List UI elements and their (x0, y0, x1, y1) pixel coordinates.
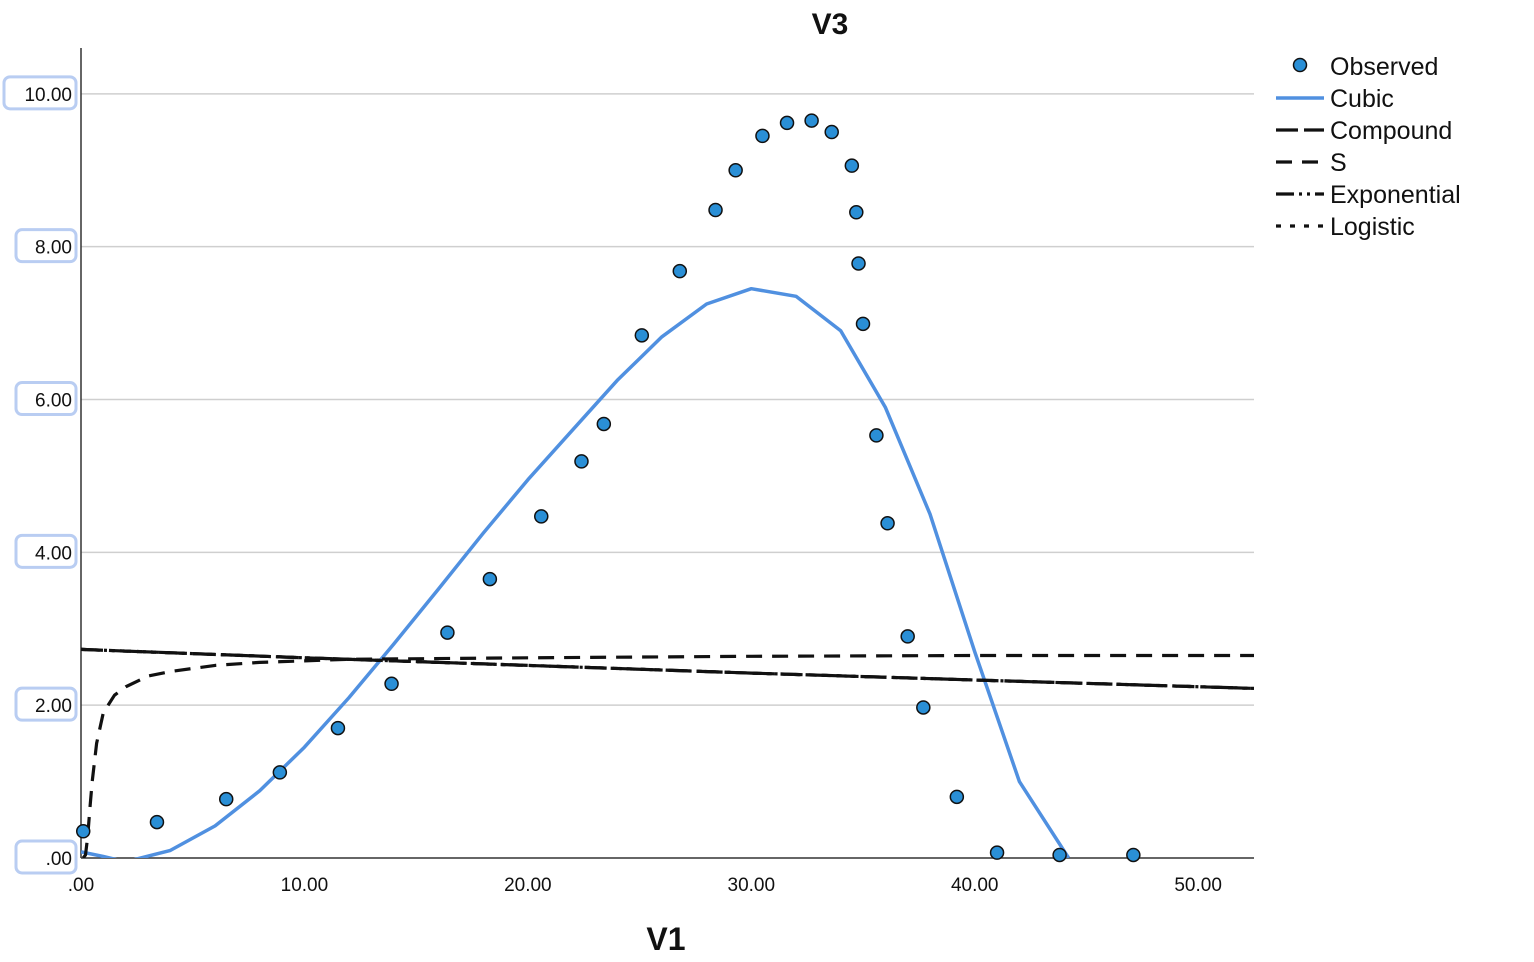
observed-point (824, 124, 839, 140)
observed-point (728, 163, 743, 178)
observed-point (440, 625, 455, 640)
legend-label-logistic: Logistic (1330, 213, 1415, 241)
observed-points (75, 113, 1141, 863)
observed-point (1052, 847, 1067, 863)
y-tick-box (14, 228, 78, 264)
y-tick-box (14, 686, 78, 722)
legend-label-compound: Compound (1330, 117, 1452, 145)
legend-label-exponential: Exponential (1330, 181, 1461, 209)
fit-lines (81, 286, 1254, 858)
y-tick-label: 10.00 (24, 85, 72, 106)
y-tick-box (14, 533, 78, 569)
x-tick-label: 40.00 (951, 875, 999, 896)
y-tick-label: 8.00 (35, 238, 72, 259)
chart-title: V3 (812, 8, 849, 41)
observed-point (330, 720, 346, 736)
y-tick-box (2, 75, 78, 111)
observed-point (880, 516, 895, 531)
observed-point (844, 158, 860, 173)
observed-point (218, 791, 234, 807)
axes (80, 48, 1254, 859)
observed-point (482, 571, 498, 587)
observed-point (149, 814, 165, 830)
legend-marker-observed (1292, 57, 1308, 73)
x-tick-label: 50.00 (1174, 875, 1222, 896)
observed-point (755, 128, 770, 144)
series-line-s (81, 653, 1254, 858)
x-tick-label: 20.00 (504, 875, 552, 896)
observed-point (869, 428, 884, 443)
legend-label-s: S (1330, 149, 1347, 177)
gridlines (81, 93, 1254, 706)
x-axis-label: V1 (646, 921, 685, 957)
legend-label-observed: Observed (1330, 53, 1438, 81)
observed-point (1126, 847, 1141, 863)
observed-point (384, 676, 399, 692)
series-line-cubic (81, 286, 1071, 858)
observed-point (708, 202, 723, 218)
y-tick-box (14, 381, 78, 417)
x-tick-label: 10.00 (281, 875, 329, 896)
y-tick-label: .00 (46, 849, 72, 870)
y-tick-label: 2.00 (35, 696, 72, 717)
y-tick-box (14, 839, 78, 875)
legend-label-cubic: Cubic (1330, 85, 1394, 113)
observed-point (949, 789, 965, 805)
observed-point (804, 113, 819, 128)
observed-point (855, 316, 871, 332)
observed-point (989, 845, 1005, 860)
observed-point (574, 454, 589, 469)
legend: Observed Cubic Compound S Exponential Logisti… (1276, 53, 1461, 241)
x-tick-label: 30.00 (728, 875, 776, 896)
observed-point (900, 629, 915, 644)
observed-point (849, 205, 864, 220)
y-tick-label: 6.00 (35, 391, 72, 412)
y-tick-label: 4.00 (35, 543, 72, 564)
observed-point (672, 263, 688, 279)
y-tick-labels: .00 2.00 4.00 6.00 8.00 10.00 (2, 75, 78, 875)
x-tick-label: .00 (68, 875, 94, 896)
observed-point (634, 328, 650, 343)
observed-point (534, 509, 549, 524)
observed-point (272, 765, 288, 780)
x-tick-labels: .00 10.00 20.00 30.00 40.00 50.00 (68, 875, 1222, 896)
observed-point (851, 256, 866, 271)
observed-point (596, 416, 612, 432)
observed-point (916, 700, 931, 715)
series-line-logistic (81, 647, 1254, 690)
observed-point (779, 115, 795, 131)
observed-point (75, 824, 91, 839)
